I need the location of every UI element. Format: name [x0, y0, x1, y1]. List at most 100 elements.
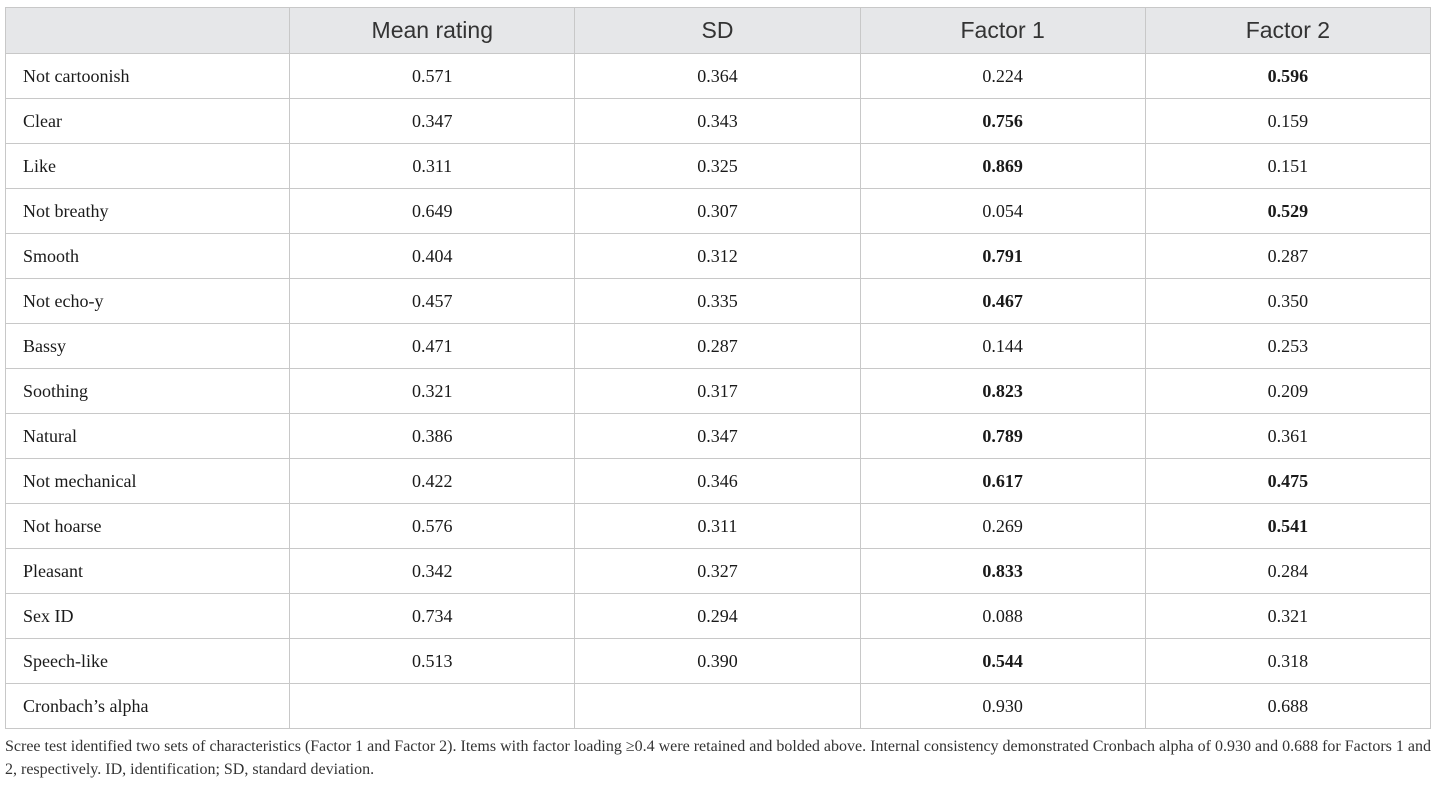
table-row: Speech-like 0.513 0.390 0.544 0.318 [4, 638, 1432, 684]
row-label-cell: Not mechanical [4, 458, 291, 504]
value-cell: 0.287 [574, 323, 861, 369]
row-label-cell: Speech-like [4, 638, 291, 684]
value-cell: 0.321 [1144, 593, 1432, 639]
table-row: Not cartoonish 0.571 0.364 0.224 0.596 [4, 53, 1432, 99]
header-cell-label [4, 7, 291, 54]
value-cell: 0.869 [859, 143, 1146, 189]
row-label-cell: Cronbach’s alpha [4, 683, 291, 729]
row-label-cell: Clear [4, 98, 291, 144]
value-cell: 0.311 [574, 503, 861, 549]
row-label-cell: Like [4, 143, 291, 189]
table-row: Clear 0.347 0.343 0.756 0.159 [4, 98, 1432, 144]
header-cell-factor-2: Factor 2 [1144, 7, 1432, 54]
row-label-cell: Not cartoonish [4, 53, 291, 99]
value-cell: 0.576 [289, 503, 576, 549]
value-cell: 0.791 [859, 233, 1146, 279]
value-cell: 0.386 [289, 413, 576, 459]
value-cell: 0.529 [1144, 188, 1432, 234]
value-cell: 0.789 [859, 413, 1146, 459]
value-cell: 0.321 [289, 368, 576, 414]
factor-analysis-table: Mean rating SD Factor 1 Factor 2 Not car… [4, 7, 1432, 729]
table-row: Not breathy 0.649 0.307 0.054 0.529 [4, 188, 1432, 234]
value-cell: 0.756 [859, 98, 1146, 144]
row-label-cell: Not breathy [4, 188, 291, 234]
table-header-row: Mean rating SD Factor 1 Factor 2 [4, 7, 1432, 54]
row-label-cell: Not hoarse [4, 503, 291, 549]
value-cell: 0.361 [1144, 413, 1432, 459]
value-cell: 0.307 [574, 188, 861, 234]
value-cell: 0.209 [1144, 368, 1432, 414]
value-cell: 0.390 [574, 638, 861, 684]
value-cell: 0.347 [574, 413, 861, 459]
value-cell: 0.350 [1144, 278, 1432, 324]
value-cell: 0.151 [1144, 143, 1432, 189]
value-cell: 0.269 [859, 503, 1146, 549]
value-cell: 0.327 [574, 548, 861, 594]
value-cell: 0.335 [574, 278, 861, 324]
value-cell: 0.734 [289, 593, 576, 639]
data-table-container: Mean rating SD Factor 1 Factor 2 Not car… [4, 7, 1432, 729]
header-cell-factor-1: Factor 1 [859, 7, 1146, 54]
row-label-cell: Smooth [4, 233, 291, 279]
value-cell: 0.284 [1144, 548, 1432, 594]
row-label-cell: Bassy [4, 323, 291, 369]
value-cell: 0.457 [289, 278, 576, 324]
value-cell: 0.347 [289, 98, 576, 144]
table-row: Like 0.311 0.325 0.869 0.151 [4, 143, 1432, 189]
value-cell: 0.311 [289, 143, 576, 189]
table-row: Pleasant 0.342 0.327 0.833 0.284 [4, 548, 1432, 594]
value-cell: 0.544 [859, 638, 1146, 684]
value-cell: 0.513 [289, 638, 576, 684]
table-row: Cronbach’s alpha 0.930 0.688 [4, 683, 1432, 729]
value-cell: 0.422 [289, 458, 576, 504]
table-row: Smooth 0.404 0.312 0.791 0.287 [4, 233, 1432, 279]
header-cell-sd: SD [574, 7, 861, 54]
value-cell: 0.294 [574, 593, 861, 639]
value-cell: 0.346 [574, 458, 861, 504]
value-cell: 0.617 [859, 458, 1146, 504]
value-cell: 0.253 [1144, 323, 1432, 369]
table-row: Sex ID 0.734 0.294 0.088 0.321 [4, 593, 1432, 639]
table-row: Not mechanical 0.422 0.346 0.617 0.475 [4, 458, 1432, 504]
row-label-cell: Sex ID [4, 593, 291, 639]
value-cell: 0.571 [289, 53, 576, 99]
value-cell: 0.317 [574, 368, 861, 414]
value-cell: 0.088 [859, 593, 1146, 639]
row-label-cell: Natural [4, 413, 291, 459]
table-row: Not echo-y 0.457 0.335 0.467 0.350 [4, 278, 1432, 324]
value-cell: 0.471 [289, 323, 576, 369]
value-cell: 0.467 [859, 278, 1146, 324]
row-label-cell: Soothing [4, 368, 291, 414]
value-cell: 0.342 [289, 548, 576, 594]
row-label-cell: Not echo-y [4, 278, 291, 324]
value-cell: 0.144 [859, 323, 1146, 369]
value-cell [289, 683, 576, 729]
value-cell: 0.287 [1144, 233, 1432, 279]
value-cell: 0.325 [574, 143, 861, 189]
table-row: Natural 0.386 0.347 0.789 0.361 [4, 413, 1432, 459]
value-cell: 0.649 [289, 188, 576, 234]
value-cell: 0.318 [1144, 638, 1432, 684]
value-cell: 0.930 [859, 683, 1146, 729]
table-body: Not cartoonish 0.571 0.364 0.224 0.596 Clear 0… [4, 53, 1432, 729]
value-cell: 0.475 [1144, 458, 1432, 504]
table-row: Not hoarse 0.576 0.311 0.269 0.541 [4, 503, 1432, 549]
table-row: Bassy 0.471 0.287 0.144 0.253 [4, 323, 1432, 369]
value-cell: 0.688 [1144, 683, 1432, 729]
value-cell: 0.541 [1144, 503, 1432, 549]
value-cell: 0.054 [859, 188, 1146, 234]
value-cell: 0.224 [859, 53, 1146, 99]
value-cell: 0.159 [1144, 98, 1432, 144]
value-cell: 0.312 [574, 233, 861, 279]
header-cell-mean-rating: Mean rating [289, 7, 576, 54]
row-label-cell: Pleasant [4, 548, 291, 594]
value-cell: 0.404 [289, 233, 576, 279]
value-cell: 0.833 [859, 548, 1146, 594]
table-row: Soothing 0.321 0.317 0.823 0.209 [4, 368, 1432, 414]
value-cell: 0.823 [859, 368, 1146, 414]
value-cell: 0.596 [1144, 53, 1432, 99]
value-cell: 0.364 [574, 53, 861, 99]
value-cell: 0.343 [574, 98, 861, 144]
value-cell [574, 683, 861, 729]
table-footnote: Scree test identified two sets of charac… [5, 738, 1431, 778]
